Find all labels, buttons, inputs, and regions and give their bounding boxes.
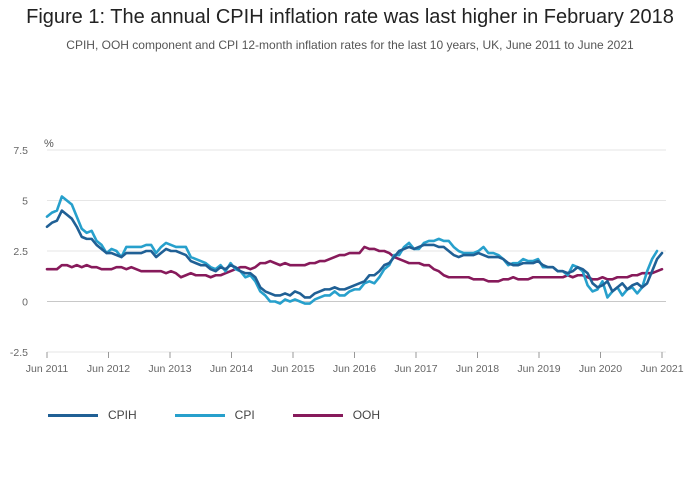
series-line-cpih bbox=[45, 209, 664, 299]
y-tick-label: 2.5 bbox=[13, 246, 28, 258]
legend-item-ooh: OOH bbox=[292, 408, 381, 422]
y-axis-labels: -2.5 0 2.5 5 7.5 bbox=[10, 145, 28, 359]
series-lines bbox=[45, 195, 664, 305]
x-tick-label: Jun 2015 bbox=[271, 363, 314, 375]
y-unit-label: % bbox=[44, 138, 54, 150]
legend-label: CPI bbox=[234, 408, 255, 422]
x-tick-label: Jun 2011 bbox=[26, 363, 69, 375]
legend-swatch bbox=[174, 413, 225, 417]
x-tick-label: Jun 2021 bbox=[640, 363, 683, 375]
line-chart: -2.502.557.5 Jun 2011 Jun 2012 Jun 2013 Jun… bbox=[10, 138, 684, 375]
legend-swatch bbox=[292, 413, 343, 417]
x-tick-label: Jun 2017 bbox=[394, 363, 437, 375]
legend-item-cpi: CPI bbox=[174, 408, 255, 422]
y-tick-label: 0 bbox=[22, 297, 28, 309]
legend-item-cpih: CPIH bbox=[48, 408, 137, 422]
chart-title: Figure 1: The annual CPIH inflation rate… bbox=[26, 6, 674, 28]
legend-swatch bbox=[48, 413, 98, 417]
x-tick-label: Jun 2014 bbox=[210, 363, 253, 375]
legend-label: CPIH bbox=[108, 408, 137, 422]
gridlines bbox=[47, 149, 666, 353]
x-tick-label: Jun 2019 bbox=[517, 363, 560, 375]
x-tick-label: Jun 2020 bbox=[579, 363, 622, 375]
y-tick-label: 7.5 bbox=[13, 145, 28, 157]
series-line-ooh bbox=[45, 245, 664, 283]
legend-label: OOH bbox=[352, 408, 381, 422]
x-tick-label: Jun 2012 bbox=[87, 363, 130, 375]
legend: CPIH CPI OOH bbox=[48, 408, 418, 422]
y-tick-label: 5 bbox=[22, 196, 28, 208]
x-tick-label: Jun 2013 bbox=[148, 363, 191, 375]
chart-subtitle: CPIH, OOH component and CPI 12-month inf… bbox=[66, 38, 634, 52]
x-axis: Jun 2011 Jun 2012 Jun 2013 Jun 2014 Jun 2015… bbox=[26, 352, 684, 375]
y-tick-label: -2.5 bbox=[10, 347, 28, 359]
x-tick-label: Jun 2018 bbox=[456, 363, 499, 375]
x-tick-label: Jun 2016 bbox=[333, 363, 376, 375]
